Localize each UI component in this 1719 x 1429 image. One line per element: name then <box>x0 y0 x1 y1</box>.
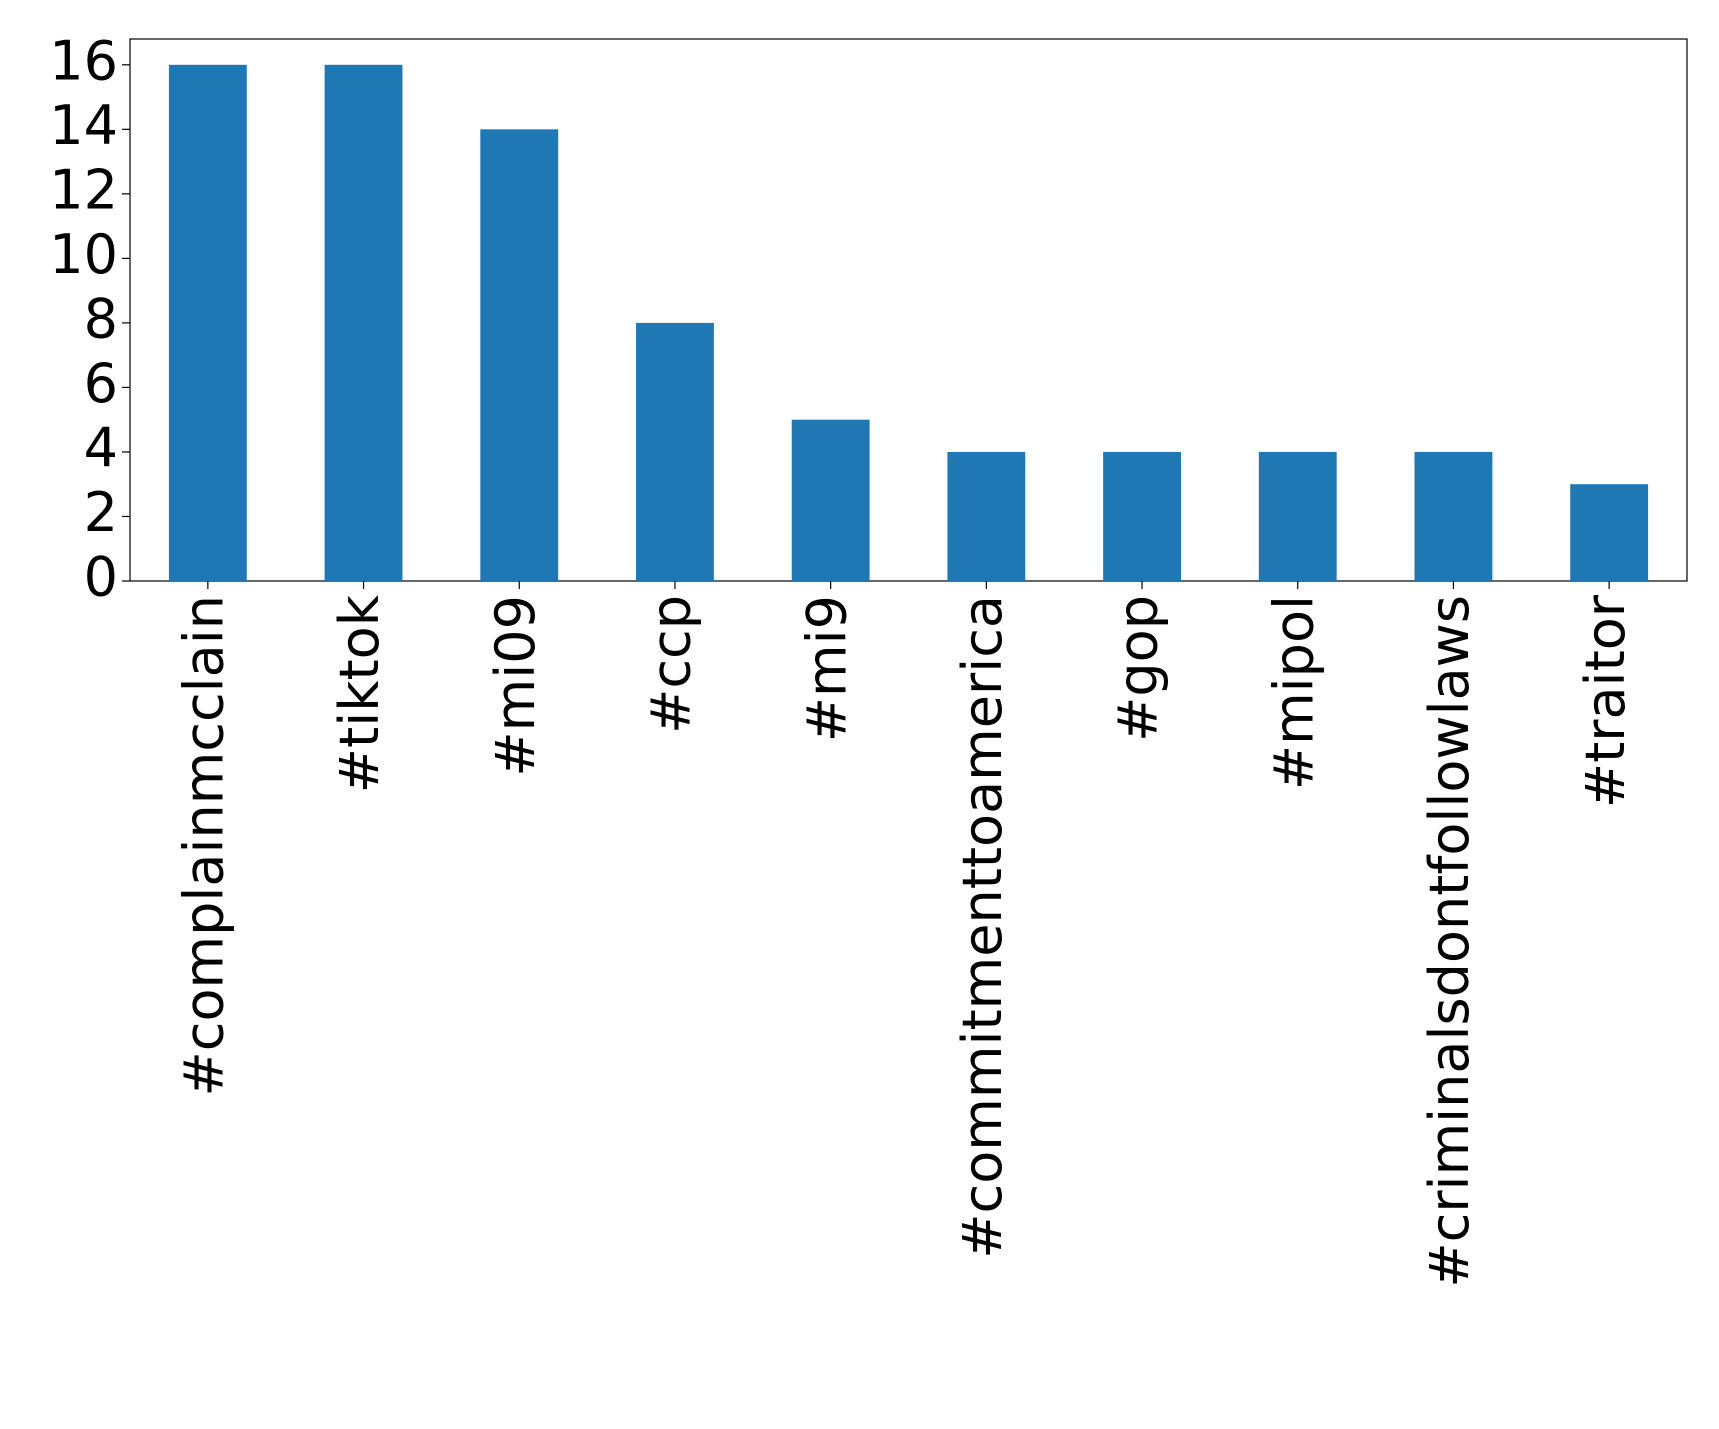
x-tick-label: #complainmcclain <box>172 595 235 1096</box>
x-tick-label: #mipol <box>1262 595 1325 790</box>
x-tick-label: #ccp <box>640 595 703 734</box>
bar <box>168 64 247 582</box>
bar <box>636 322 714 581</box>
y-tick-label: 0 <box>84 546 118 609</box>
y-tick-label: 10 <box>49 223 118 286</box>
y-tick-label: 8 <box>84 288 118 351</box>
bar <box>947 451 1026 581</box>
x-tick-label: #mi09 <box>484 595 547 777</box>
x-tick-label: #gop <box>1107 595 1170 742</box>
bar <box>480 129 559 582</box>
y-tick-label: 16 <box>49 29 118 92</box>
y-tick-label: 14 <box>49 94 118 157</box>
bar <box>324 64 403 582</box>
x-tick-label: #traitor <box>1574 594 1637 808</box>
bar <box>1258 451 1337 581</box>
x-tick-label: #criminalsdontfollowlaws <box>1418 595 1481 1288</box>
bar <box>1414 451 1493 581</box>
bar <box>1103 451 1181 581</box>
y-tick-label: 6 <box>84 352 118 415</box>
x-tick-label: #mi9 <box>795 595 858 742</box>
y-tick-label: 4 <box>84 417 118 480</box>
x-tick-label: #tiktok <box>328 594 391 793</box>
plot-frame <box>129 38 1688 582</box>
bar <box>791 419 870 581</box>
y-tick-label: 2 <box>84 481 118 544</box>
x-tick-label: #commitmenttoamerica <box>951 595 1014 1259</box>
bar <box>1570 484 1649 581</box>
y-tick-label: 12 <box>49 158 118 221</box>
